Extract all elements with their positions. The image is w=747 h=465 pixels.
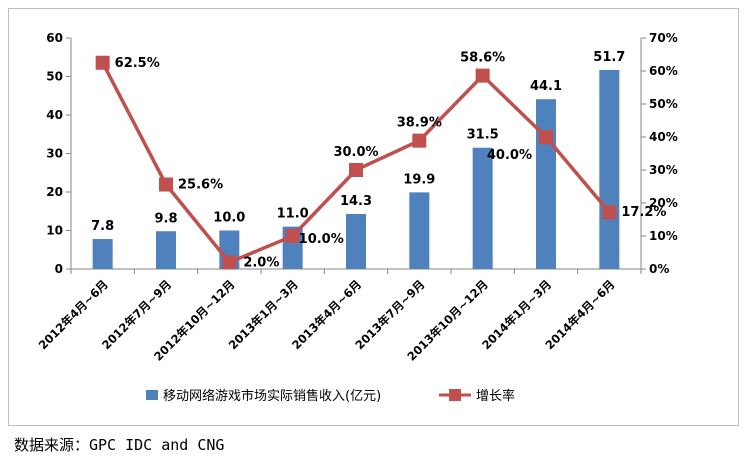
line-value-label: 2.0% (243, 255, 279, 270)
bar-value-label: 9.8 (154, 211, 177, 226)
y-right-tick-label: 10% (649, 229, 678, 243)
bar (599, 69, 620, 269)
line-value-label: 62.5% (115, 56, 160, 71)
bar (346, 213, 366, 269)
line-value-label: 30.0% (333, 145, 378, 160)
y-left-tick-label: 20 (46, 185, 63, 199)
bar-value-label: 44.1 (530, 79, 562, 94)
y-right-tick-label: 0% (649, 262, 669, 276)
source-note: 数据来源：GPC IDC and CNG (14, 436, 225, 454)
line-marker (539, 130, 553, 144)
line-value-label: 38.9% (397, 116, 442, 131)
legend-line-marker (449, 389, 461, 401)
bar (472, 147, 493, 269)
legend-bar-label: 移动网络游戏市场实际销售收入(亿元) (163, 388, 381, 404)
x-category-label: 2014年4月~6月 (542, 277, 617, 352)
line-value-label: 17.2% (621, 205, 666, 220)
y-right-tick-label: 20% (649, 196, 678, 210)
y-right-tick-label: 30% (649, 163, 678, 177)
line-marker (412, 133, 427, 148)
line-marker (222, 255, 237, 270)
bar-value-label: 19.9 (403, 172, 435, 187)
bar (536, 99, 556, 269)
y-right-tick-label: 70% (649, 31, 678, 45)
bar (409, 192, 430, 269)
line-value-label: 25.6% (178, 178, 223, 193)
bar-value-label: 31.5 (467, 128, 499, 143)
bar (92, 238, 113, 269)
chart-frame: 0 10 20 30 40 50 60 0% 10% 20% 30% 40% 50% 60% 70% 7.8 9… (8, 8, 739, 426)
y-left-tick-label: 0 (55, 262, 63, 276)
legend-line-label: 增长率 (476, 388, 515, 404)
bar-value-label: 11.0 (277, 207, 309, 222)
bar (156, 231, 176, 269)
y-left-tick-label: 30 (46, 147, 63, 161)
line-marker (285, 229, 300, 243)
line-marker (475, 68, 490, 83)
line-marker (602, 205, 617, 220)
y-left-tick-label: 10 (46, 224, 63, 238)
chart: 0 10 20 30 40 50 60 0% 10% 20% 30% 40% 50% 60% 70% 7.8 9… (36, 31, 678, 404)
y-right-tick-label: 50% (649, 97, 678, 111)
line-marker (349, 163, 363, 177)
bar-value-label: 10.0 (213, 211, 245, 226)
y-left-tick-label: 40 (46, 108, 63, 122)
line-marker (159, 177, 173, 192)
line-value-label: 10.0% (299, 232, 344, 247)
y-right-tick-label: 40% (649, 130, 678, 144)
y-left-tick-label: 60 (46, 31, 63, 45)
line-value-label: 58.6% (460, 51, 505, 66)
bar-value-label: 14.3 (340, 194, 372, 209)
legend-bar-swatch (146, 390, 158, 400)
line-marker (95, 55, 110, 70)
y-right-tick-label: 60% (649, 64, 678, 78)
bar-value-label: 51.7 (593, 50, 625, 65)
line-value-label: 40.0% (487, 148, 532, 163)
bar-value-label: 7.8 (91, 219, 114, 234)
y-left-tick-label: 50 (46, 70, 63, 84)
